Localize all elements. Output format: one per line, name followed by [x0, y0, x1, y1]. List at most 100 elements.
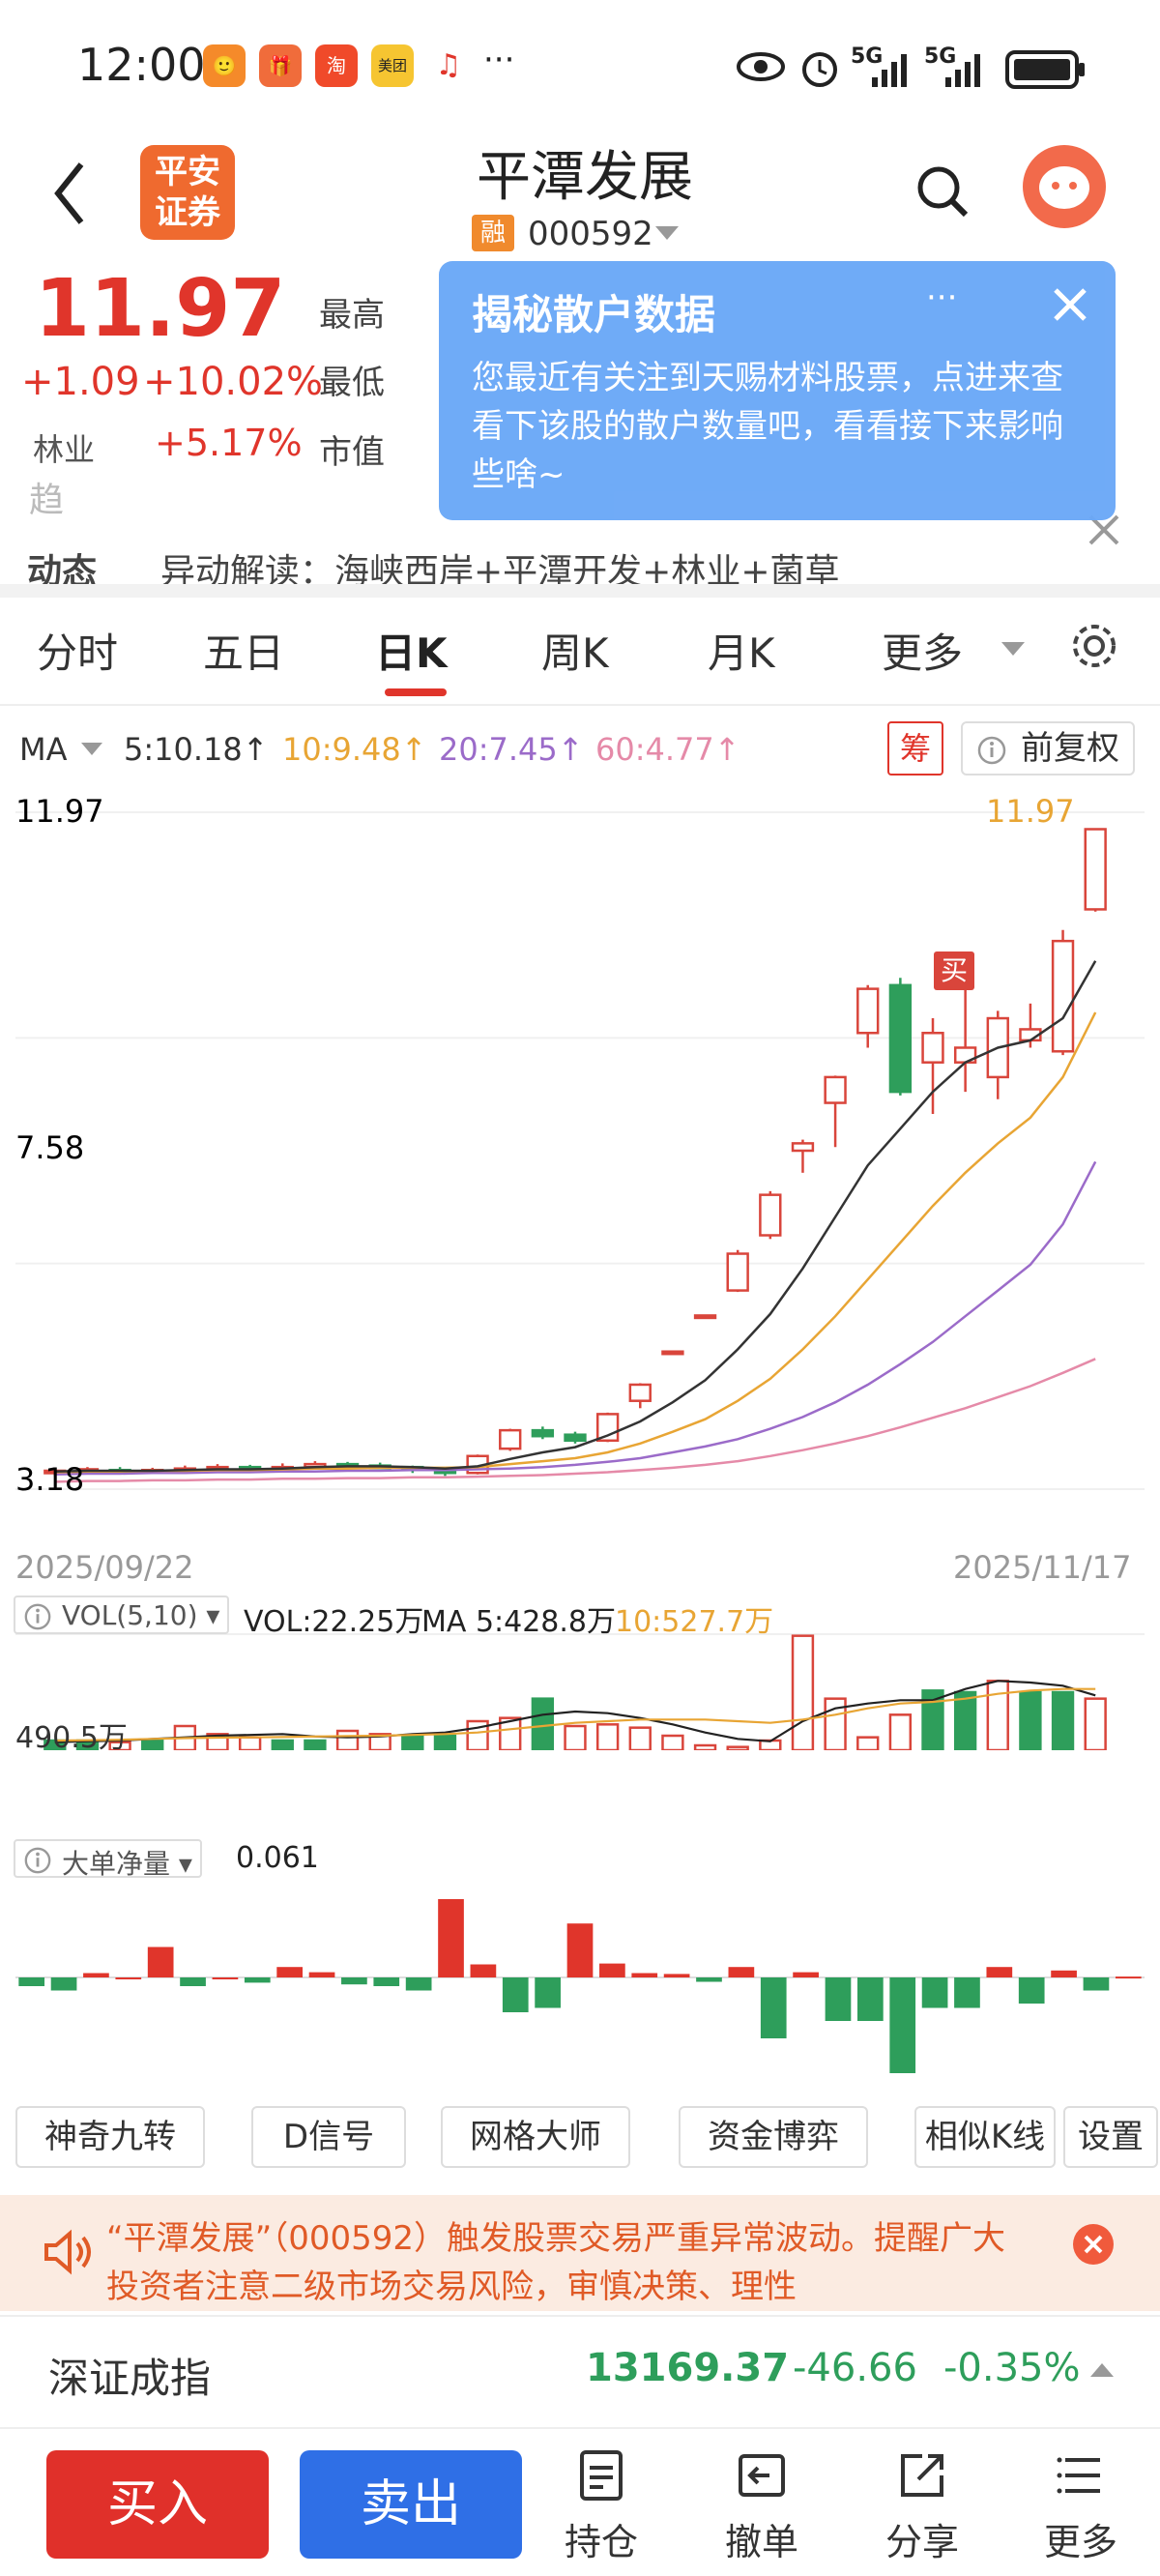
tab-intraday[interactable]: 分时 [37, 629, 119, 677]
price-change: +1.09 [21, 360, 140, 404]
notice-close-icon[interactable] [1073, 2224, 1114, 2265]
undo-icon [739, 2454, 785, 2497]
net-flow-bar [180, 1977, 206, 1986]
ma5-line [54, 960, 1097, 1473]
search-icon[interactable] [914, 162, 972, 220]
tab-monthly-k[interactable]: 月K [708, 629, 775, 677]
stock-name: 平潭发展 [477, 146, 693, 209]
more-label: 更多 [1043, 2521, 1117, 2563]
ma-caret-icon[interactable] [81, 743, 102, 755]
net-flow-bar [502, 1977, 529, 2012]
net-flow-bar [921, 1977, 948, 2008]
volume-bar [824, 1697, 847, 1750]
risk-notice[interactable]: “平潭发展”（000592）触发股票交易严重异常波动。提醒广大投资者注意二级市场… [0, 2195, 1160, 2311]
back-arrow-icon[interactable] [48, 155, 91, 232]
tab-daily-k[interactable]: 日K [375, 629, 448, 677]
volume-bar [304, 1739, 327, 1750]
net-flow-chart [15, 1899, 1145, 2073]
clock: 12:00 [77, 39, 206, 91]
net-flow-bar [276, 1967, 304, 1977]
assistant-avatar[interactable] [1023, 145, 1106, 228]
net-flow-bar [405, 1977, 432, 1991]
volume-bar [238, 1736, 262, 1750]
notification-app-icon: 🙂 [203, 44, 246, 87]
vol_ma10-line [54, 1687, 1096, 1742]
section-divider [0, 584, 1160, 598]
tab-more[interactable]: 更多 [882, 629, 964, 677]
net-flow-indicator-select[interactable]: 大单净量 ▾ [14, 1839, 202, 1880]
candlesticks [44, 828, 1107, 1477]
index-ticker[interactable]: 深证成指 13169.37 -46.66 -0.35% [0, 2315, 1160, 2431]
volume-bar [628, 1726, 652, 1750]
index-expand-caret-icon[interactable] [1090, 2363, 1114, 2377]
market-cap-label: 市值 [319, 433, 385, 472]
buy-signal-marker[interactable]: 买 [934, 951, 974, 990]
tool-capital-game[interactable]: 资金博弈 [679, 2106, 868, 2168]
volume-ma10-readout: 10:527.7万 [615, 1605, 774, 1639]
volume-bar [1051, 1690, 1075, 1750]
k-line-chart[interactable]: 11.97 7.58 3.18 11.97 2025/09/22 2025/11… [0, 774, 1160, 1750]
net-flow-bar [1051, 1970, 1077, 1977]
y-tick-mid: 7.58 [15, 1129, 84, 1166]
net-flow-label: 大单净量 [62, 1848, 171, 1880]
net-flow-bar [147, 1947, 174, 1977]
alarm-icon [802, 52, 837, 87]
info-icon [977, 736, 1006, 765]
tool-d-signal[interactable]: D信号 [251, 2106, 406, 2168]
high-label: 最高 [319, 296, 385, 335]
candle-body [726, 1252, 749, 1292]
candle-body [888, 983, 913, 1094]
positions-label: 持仓 [564, 2521, 638, 2563]
last-price-tag: 11.97 [986, 793, 1075, 830]
net-flow-bar [341, 1977, 367, 1985]
gear-icon[interactable] [1067, 619, 1121, 673]
sell-button[interactable]: 卖出 [300, 2450, 522, 2559]
net-flow-bar [438, 1899, 464, 1977]
close-icon[interactable] [1083, 509, 1125, 551]
popup-close-icon[interactable] [1048, 282, 1092, 327]
positions-button[interactable]: 持仓 [543, 2446, 659, 2565]
tool-similar-k[interactable]: 相似K线 [914, 2106, 1056, 2168]
volume-bar [1084, 1697, 1107, 1750]
volume-bar [888, 1713, 913, 1750]
speaker-icon [44, 2229, 91, 2275]
net-flow-bar [825, 1977, 852, 2021]
stock-switch-caret-icon[interactable] [655, 226, 679, 240]
industry-label[interactable]: 林业 [33, 431, 96, 468]
net-flow-bar [1115, 1976, 1142, 1979]
candle-body [531, 1428, 555, 1438]
candle-body [693, 1314, 717, 1320]
share-button[interactable]: 分享 [864, 2446, 980, 2565]
tool-nine-turn[interactable]: 神奇九转 [15, 2106, 205, 2168]
buy-button[interactable]: 买入 [46, 2450, 269, 2559]
volume-y-tick: 490.5万 [15, 1721, 128, 1755]
more-button[interactable]: 更多 [1023, 2446, 1139, 2565]
volume-label: VOL(5,10) [62, 1599, 198, 1631]
net-flow-bar [115, 1977, 142, 1979]
volume-bar [141, 1739, 164, 1750]
ma10-value: 10:9.48↑ [282, 731, 427, 768]
volume-bar [953, 1690, 977, 1750]
net-flow-readout: 0.061 [236, 1841, 319, 1875]
tool-settings[interactable]: 设置 [1063, 2106, 1158, 2168]
cancel-order-label: 撤单 [724, 2521, 798, 2563]
net-flow-bar [728, 1967, 755, 1977]
stock-code[interactable]: 000592 [528, 215, 653, 253]
volume-bar [564, 1724, 587, 1750]
tab-weekly-k[interactable]: 周K [541, 629, 609, 677]
popup-more-icon[interactable]: ··· [926, 278, 958, 317]
tool-grid-master[interactable]: 网格大师 [441, 2106, 630, 2168]
adjustment-button[interactable]: 前复权 [961, 721, 1135, 776]
chip-distribution-button[interactable]: 筹 [887, 721, 943, 776]
tab-five-day[interactable]: 五日 [203, 629, 285, 677]
tab-more-caret-icon[interactable] [1001, 642, 1025, 656]
ma60-line [54, 1358, 1096, 1483]
volume-indicator-select[interactable]: VOL(5,10) ▾ [14, 1595, 230, 1634]
signal-5g-label: 5G [851, 44, 884, 69]
more-notifications-icon: ··· [483, 41, 515, 79]
candle-body [1084, 828, 1107, 911]
menu-icon [1057, 2457, 1100, 2494]
retail-data-popup[interactable]: 揭秘散户数据 ··· 您最近有关注到天赐材料股票，点进来查看下该股的散户数量吧，… [439, 261, 1116, 520]
ma-label[interactable]: MA [19, 731, 68, 768]
cancel-order-button[interactable]: 撤单 [704, 2446, 820, 2565]
